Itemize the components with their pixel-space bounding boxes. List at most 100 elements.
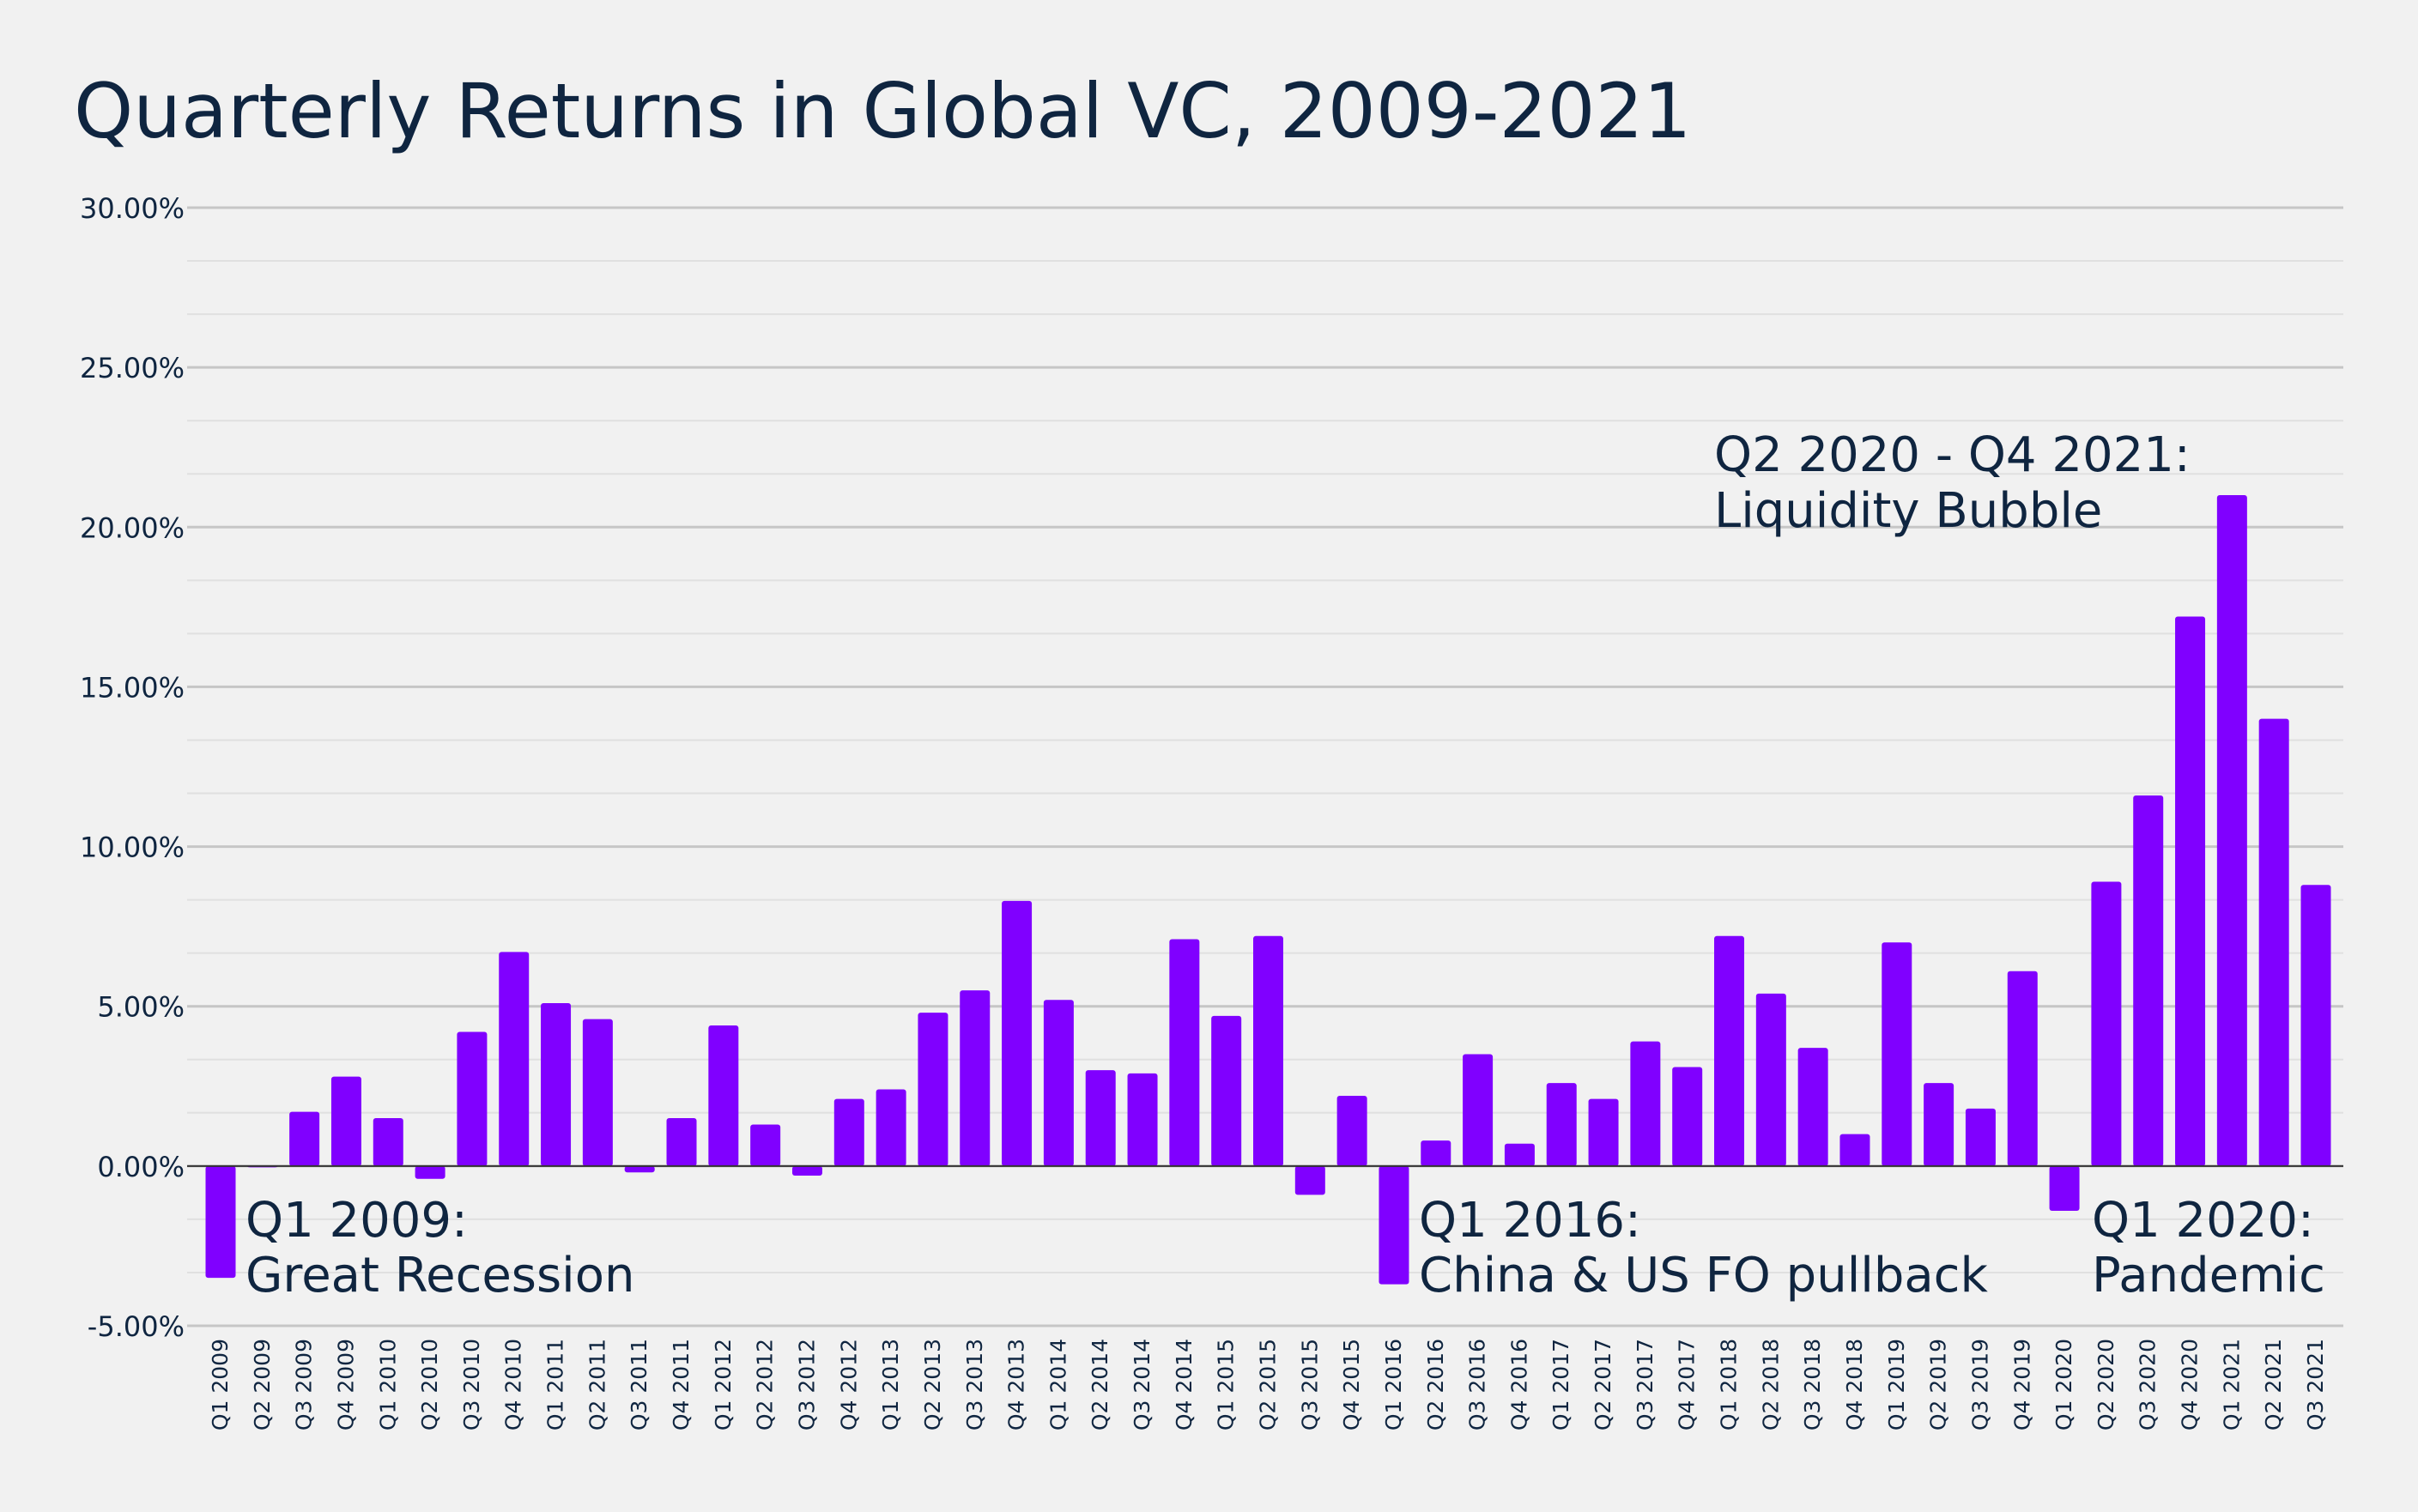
- x-tick-label: Q3 2014: [1130, 1339, 1154, 1430]
- bar: [1965, 1108, 1996, 1166]
- bar: [1043, 1000, 1074, 1166]
- bar: [1253, 935, 1283, 1166]
- x-tick-label: Q3 2013: [962, 1339, 987, 1430]
- y-tick-label: -5.00%: [88, 1310, 185, 1343]
- bars: [205, 495, 2331, 1285]
- bar: [960, 990, 991, 1166]
- x-tick-label: Q4 2012: [836, 1339, 861, 1430]
- x-tick-label: Q4 2020: [2178, 1339, 2203, 1430]
- bar: [2175, 616, 2206, 1166]
- x-tick-label: Q1 2014: [1045, 1339, 1070, 1430]
- x-tick-label: Q2 2010: [417, 1339, 442, 1430]
- bar: [1839, 1134, 1870, 1166]
- bar: [1588, 1098, 1619, 1166]
- x-tick-label: Q1 2017: [1548, 1339, 1573, 1430]
- x-tick-label: Q1 2016: [1381, 1339, 1406, 1430]
- bar: [1421, 1140, 1451, 1166]
- x-tick-label: Q3 2011: [627, 1339, 651, 1430]
- x-tick-label: Q1 2010: [375, 1339, 400, 1430]
- bar: [1211, 1015, 1242, 1166]
- x-tick-label: Q4 2010: [501, 1339, 526, 1430]
- bar: [833, 1098, 864, 1166]
- bar: [1755, 993, 1786, 1166]
- bar: [1336, 1095, 1367, 1166]
- x-tick-label: Q1 2015: [1214, 1339, 1239, 1430]
- bar: [791, 1165, 822, 1176]
- annotation-china-us-pullback-line2: China & US FO pullback: [1419, 1248, 1988, 1303]
- bar: [2258, 718, 2289, 1166]
- bar: [289, 1111, 320, 1166]
- x-tick-label: Q1 2012: [711, 1339, 736, 1430]
- x-tick-label: Q2 2021: [2261, 1339, 2286, 1430]
- bar: [918, 1013, 948, 1166]
- bar: [750, 1124, 781, 1166]
- x-tick-label: Q1 2009: [208, 1339, 233, 1430]
- x-tick-label: Q1 2013: [878, 1339, 903, 1430]
- annotation-liquidity-bubble-line2: Liquidity Bubble: [1714, 483, 2102, 539]
- bar: [2049, 1165, 2080, 1211]
- annotation-great-recession: Q1 2009: Great Recession: [245, 1193, 634, 1303]
- bar: [1797, 1048, 1828, 1166]
- bar: [1546, 1083, 1577, 1166]
- bar: [1882, 942, 1912, 1166]
- x-tick-label: Q3 2017: [1633, 1339, 1657, 1430]
- y-tick-label: 20.00%: [80, 511, 185, 544]
- bar: [2133, 795, 2164, 1166]
- bar: [2007, 971, 2038, 1166]
- y-tick-label: 25.00%: [80, 352, 185, 384]
- x-tick-label: Q4 2013: [1004, 1339, 1029, 1430]
- annotation-pandemic-line1: Q1 2020:: [2092, 1193, 2314, 1249]
- bar: [2300, 885, 2331, 1166]
- annotation-china-us-pullback-line1: Q1 2016:: [1419, 1193, 1641, 1249]
- x-tick-label: Q2 2013: [920, 1339, 945, 1430]
- x-tick-label: Q2 2019: [1926, 1339, 1951, 1430]
- annotation-liquidity-bubble-line1: Q2 2020 - Q4 2021:: [1714, 427, 2191, 483]
- x-tick-label: Q4 2011: [669, 1339, 694, 1430]
- x-tick-label: Q2 2012: [753, 1339, 778, 1430]
- bar: [1924, 1083, 1954, 1166]
- annotation-great-recession-line2: Great Recession: [245, 1248, 634, 1303]
- bar: [1379, 1165, 1409, 1285]
- x-tick-label: Q1 2021: [2219, 1339, 2244, 1430]
- x-tick-label: Q4 2009: [333, 1339, 358, 1430]
- x-tick-label: Q1 2019: [1884, 1339, 1909, 1430]
- x-tick-label: Q2 2018: [1758, 1339, 1783, 1430]
- bar: [1714, 935, 1745, 1166]
- x-tick-label: Q4 2019: [2009, 1339, 2034, 1430]
- bar: [2091, 881, 2122, 1166]
- x-tick-label: Q3 2010: [459, 1339, 484, 1430]
- x-tick-label: Q4 2017: [1675, 1339, 1700, 1430]
- bar: [1504, 1143, 1535, 1166]
- y-axis-ticks: 30.00% 25.00% 20.00% 15.00% 10.00% 5.00% 0.00%…: [80, 192, 185, 1343]
- y-tick-label: 30.00%: [80, 192, 185, 225]
- annotation-liquidity-bubble: Q2 2020 - Q4 2021: Liquidity Bubble: [1714, 427, 2191, 539]
- annotation-great-recession-line1: Q1 2009:: [245, 1193, 468, 1249]
- bar: [1169, 939, 1200, 1166]
- bar: [582, 1019, 613, 1166]
- x-tick-label: Q4 2018: [1842, 1339, 1867, 1430]
- x-tick-label: Q2 2009: [250, 1339, 275, 1430]
- x-tick-label: Q1 2011: [543, 1339, 568, 1430]
- annotation-pandemic: Q1 2020: Pandemic: [2092, 1193, 2325, 1303]
- x-tick-label: Q2 2015: [1256, 1339, 1281, 1430]
- x-tick-label: Q3 2016: [1465, 1339, 1490, 1430]
- bar: [1085, 1070, 1116, 1166]
- x-tick-label: Q4 2014: [1172, 1339, 1197, 1430]
- bar: [1463, 1054, 1494, 1166]
- x-axis-ticks: Q1 2009 Q2 2009 Q3 2009 Q4 2009 Q1 2010 Q2 20…: [208, 1339, 2328, 1430]
- bar: [541, 1002, 572, 1166]
- x-tick-label: Q3 2015: [1297, 1339, 1322, 1430]
- bar: [1002, 900, 1033, 1166]
- x-tick-label: Q3 2021: [2303, 1339, 2328, 1430]
- bar: [666, 1118, 697, 1166]
- bar: [205, 1165, 236, 1279]
- bar: [1127, 1073, 1158, 1166]
- x-tick-label: Q2 2016: [1423, 1339, 1448, 1430]
- bar: [876, 1089, 906, 1166]
- bar: [1294, 1165, 1325, 1195]
- bar: [1630, 1041, 1661, 1166]
- x-tick-label: Q2 2020: [2094, 1339, 2118, 1430]
- y-tick-label: 10.00%: [80, 832, 185, 864]
- x-tick-label: Q3 2019: [1967, 1339, 1992, 1430]
